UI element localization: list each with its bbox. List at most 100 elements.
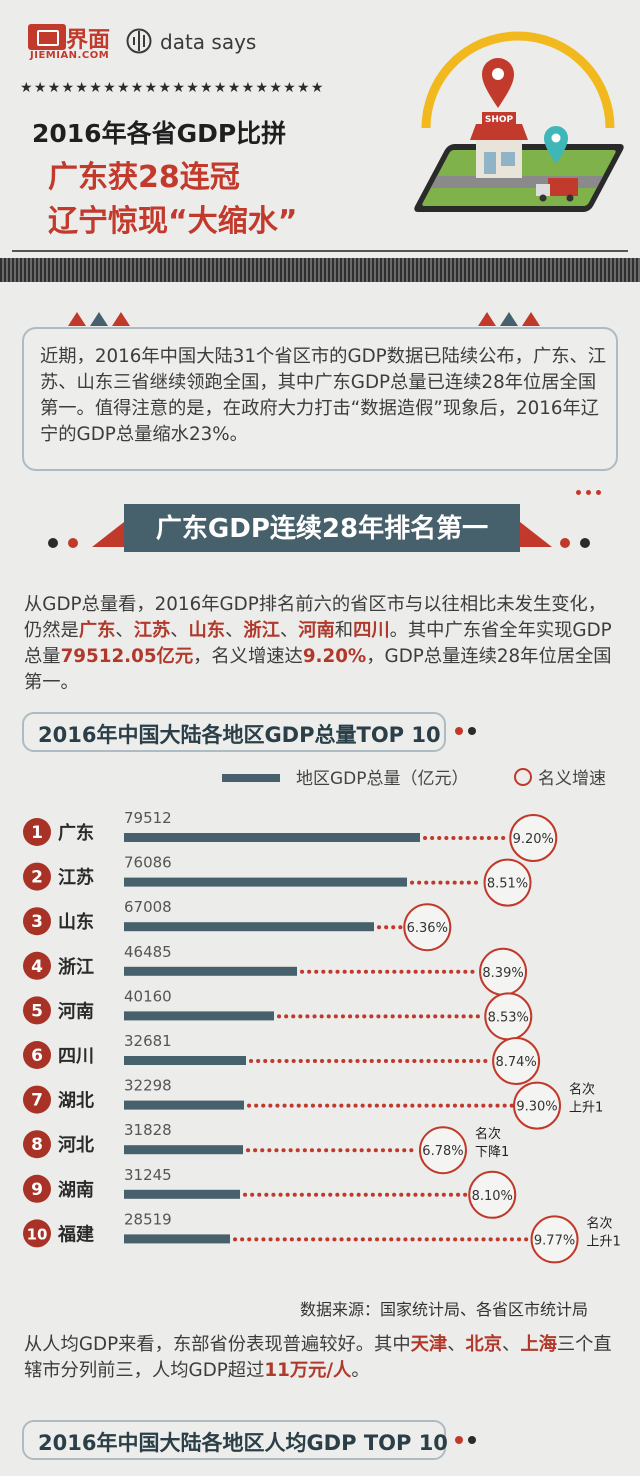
rank-number: 4 [31, 957, 43, 977]
gdp-bar [124, 1234, 230, 1244]
logo-subtext: JIEMIAN.COM [30, 50, 110, 61]
rank-badge [23, 1085, 51, 1114]
decor-dot [560, 538, 570, 548]
growth-circle [483, 858, 532, 907]
province-label: 河北 [58, 1135, 94, 1156]
shop-phone-illustration-icon: SHOP [414, 31, 624, 212]
rank-badge [23, 996, 51, 1025]
bar-value-label: 46485 [124, 943, 172, 961]
growth-label: 8.53% [488, 1010, 529, 1025]
bar-value-label: 40160 [124, 987, 172, 1005]
star-divider: ★★★★★★★★★★★★★★★★★★★★★★ [20, 80, 325, 96]
growth-label: 9.20% [513, 832, 554, 847]
rank-badge [23, 1130, 51, 1159]
bar-value-label: 76086 [124, 854, 172, 872]
decor-triangle [522, 312, 540, 326]
gdp-bar [124, 1011, 274, 1021]
rank-change-note: 名次 [587, 1215, 613, 1231]
headline-2: 辽宁惊现“大缩水” [48, 204, 298, 239]
shop-building: SHOP [470, 112, 528, 178]
banner-wedge-right [520, 522, 552, 547]
gdp-bar [124, 833, 420, 842]
logo-text: 界面 [66, 28, 111, 53]
legend-bar-label: 地区GDP总量（亿元） [296, 769, 469, 789]
growth-label: 8.39% [482, 966, 523, 981]
province-label: 山东 [58, 911, 94, 933]
province-label: 湖南 [58, 1179, 94, 1201]
section-banner [124, 504, 520, 552]
rank-badge [23, 1174, 51, 1203]
chart2-title: 2016年中国大陆各地区人均GDP TOP 10 [38, 1431, 448, 1455]
gdp-bar [124, 877, 407, 887]
bar-value-label: 79512 [124, 809, 172, 827]
legend-circle-swatch [514, 768, 532, 786]
rank-badge [23, 951, 51, 980]
province-label: 浙江 [58, 956, 94, 978]
rank-badge [23, 1041, 51, 1069]
province-label: 四川 [58, 1046, 94, 1067]
growth-circle [513, 1081, 562, 1130]
gdp-bar [124, 1056, 246, 1065]
gdp-bar [124, 966, 297, 976]
decor-dot [468, 1436, 476, 1444]
province-label: 湖北 [58, 1091, 94, 1112]
rank-change-note: 名次 [475, 1126, 501, 1142]
province-label: 河南 [58, 1000, 94, 1022]
rank-change-note: 上升1 [569, 1101, 603, 1116]
growth-label: 9.30% [516, 1100, 557, 1115]
growth-label: 8.51% [487, 877, 528, 892]
rank-number: 2 [31, 868, 43, 888]
rank-badge [23, 907, 51, 936]
province-label: 江苏 [58, 867, 94, 889]
header-divider-line [12, 250, 628, 252]
map-pin-teal [544, 126, 568, 164]
rank-number: 7 [31, 1091, 43, 1111]
growth-label: 6.36% [407, 921, 448, 936]
rank-number: 10 [27, 1225, 48, 1243]
section-banner-title: 广东GDP连续28年排名第一 [155, 514, 489, 544]
intro-text: 近期，2016年中国大陆31个省区市的GDP数据已陆续公布，广东、江苏、山东三省… [40, 346, 607, 445]
rank-number: 6 [31, 1046, 43, 1066]
gdp-bar [124, 1145, 243, 1155]
decor-triangle [478, 312, 496, 326]
data-says-icon [126, 28, 152, 54]
decor-triangle [112, 312, 130, 326]
gdp-bar [124, 922, 374, 932]
chart-title-box [22, 712, 446, 752]
growth-circle [468, 1170, 517, 1219]
rank-badge [23, 862, 51, 891]
decor-dot [580, 538, 590, 548]
page-title: 2016年各省GDP比拼 [32, 119, 287, 148]
chart-title: 2016年中国大陆各地区GDP总量TOP 10 [38, 723, 441, 747]
intro-box [22, 327, 618, 471]
banner-wedge-left [92, 522, 124, 547]
bar-value-label: 67008 [124, 898, 172, 916]
growth-circle [492, 1037, 541, 1085]
rank-badge [23, 1219, 51, 1248]
rank-change-note: 下降1 [475, 1145, 509, 1160]
bar-value-label: 31828 [124, 1121, 172, 1139]
growth-circle [403, 903, 452, 952]
decor-dot [68, 538, 78, 548]
decor-dot [468, 727, 476, 735]
decor-triangle [500, 312, 518, 326]
rank-number: 1 [31, 823, 43, 843]
rank-change-note: 上升1 [587, 1234, 621, 1249]
gdp-per-capita-paragraph: 从人均GDP来看，东部省份表现普遍较好。其中天津、北京、上海三个直辖市分列前三，… [24, 1334, 612, 1381]
growth-circle [530, 1215, 579, 1264]
jiemian-logo-icon [28, 24, 66, 50]
decor-dot [455, 727, 463, 735]
growth-circle [509, 814, 558, 862]
gdp-bar [124, 1189, 240, 1199]
growth-label: 8.10% [472, 1189, 513, 1204]
gdp-total-paragraph: 从GDP总量看，2016年GDP排名前六的省区市与以往相比未发生变化，仍然是广东… [24, 594, 612, 693]
gdp-bar-chart: 1 广东 79512 9.20% 2 江苏 76086 8.51% 3 山东 67008 6.36% 4… [23, 809, 621, 1264]
rank-number: 9 [31, 1180, 43, 1200]
legend-circle-label: 名义增速 [538, 769, 606, 789]
shop-sign: SHOP [485, 115, 514, 125]
bar-value-label: 32298 [124, 1077, 172, 1095]
bar-value-label: 31245 [124, 1166, 172, 1184]
rank-number: 3 [31, 912, 43, 932]
headline-1: 广东获28连冠 [48, 160, 240, 195]
brand-data-says: data says [160, 30, 257, 54]
